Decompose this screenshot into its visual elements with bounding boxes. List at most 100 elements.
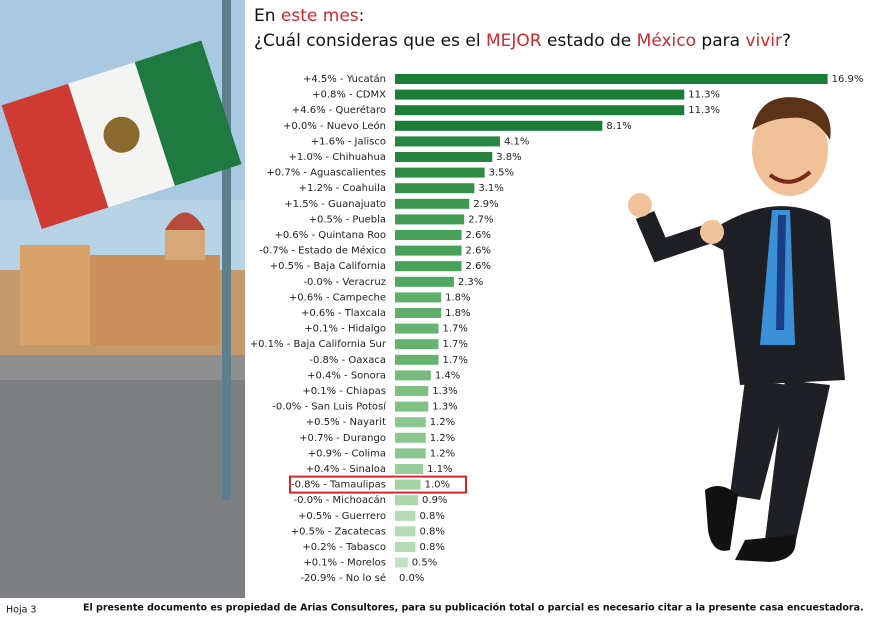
category-label: +0.4% - Sonora (307, 370, 386, 381)
category-label: +0.6% - Tlaxcala (301, 308, 386, 319)
bar (395, 245, 462, 256)
value-label: 2.7% (468, 214, 493, 225)
value-label: 0.0% (399, 573, 424, 584)
footer-note: El presente documento es propiedad de Ar… (83, 603, 864, 614)
title-text: ? (782, 31, 791, 51)
category-label: -20.9% - No lo sé (300, 572, 386, 584)
category-label: +0.1% - Baja California Sur (250, 339, 387, 350)
value-label: 0.5% (412, 558, 437, 569)
bar (395, 308, 442, 318)
category-label: +0.6% - Campeche (289, 292, 386, 303)
value-label: 1.0% (425, 480, 450, 491)
value-label: 2.6% (466, 230, 491, 241)
bar (395, 120, 603, 131)
title-highlight: México (637, 31, 696, 51)
category-label: +0.1% - Morelos (303, 558, 386, 569)
bar (395, 136, 500, 147)
category-label: +0.4% - Sinaloa (306, 464, 386, 475)
bar (395, 464, 424, 474)
bar (395, 276, 454, 287)
category-label: -0.7% - Estado de México (259, 245, 386, 257)
category-label: -0.8% - Oaxaca (309, 355, 386, 366)
chart-title: En este mes: ¿Cuál consideras que es el M… (254, 6, 791, 51)
bar (395, 261, 462, 272)
bar (395, 479, 421, 490)
value-label: 1.2% (430, 417, 455, 428)
value-label: 1.8% (445, 308, 470, 319)
value-label: 11.3% (688, 105, 720, 116)
bar (395, 542, 416, 552)
category-label: +0.2% - Tabasco (302, 542, 386, 553)
value-label: 1.7% (443, 324, 468, 335)
category-label: +0.7% - Durango (299, 433, 386, 444)
character-illustration (628, 97, 845, 562)
category-label: -0.0% - Veracruz (303, 277, 386, 288)
title-text: para (696, 31, 745, 51)
category-label: +0.7% - Aguascalientes (266, 168, 386, 179)
value-label: 2.6% (466, 261, 491, 272)
page-number: Hoja 3 (6, 605, 36, 616)
category-label: +0.5% - Guerrero (298, 511, 386, 522)
title-text: En (254, 6, 281, 26)
title-highlight: MEJOR (486, 31, 542, 51)
value-label: 1.7% (443, 339, 468, 350)
category-label: +0.5% - Baja California (270, 261, 386, 272)
category-label: +1.0% - Chihuahua (289, 152, 386, 163)
category-label: +0.1% - Hidalgo (304, 324, 386, 335)
bar (395, 526, 416, 537)
category-label: +1.2% - Coahuila (299, 183, 386, 194)
bar (395, 74, 828, 84)
value-label: 3.1% (478, 183, 503, 194)
bar-chart: +4.5% - Yucatán 16.9% +0.8% - CDMX 11.3% +4.… (250, 73, 864, 584)
bar (395, 370, 431, 381)
title-text: ¿Cuál consideras que es el (254, 31, 486, 51)
value-label: 0.8% (419, 526, 444, 537)
bar (395, 214, 465, 225)
value-label: 8.1% (606, 121, 631, 132)
category-label: +0.5% - Zacatecas (291, 526, 386, 537)
value-label: 1.2% (430, 433, 455, 444)
bar (395, 557, 408, 568)
value-label: 1.3% (432, 402, 457, 413)
value-label: 0.8% (419, 542, 444, 553)
value-label: 0.8% (419, 511, 444, 522)
category-label: +0.8% - CDMX (312, 90, 386, 101)
value-label: 1.8% (445, 292, 470, 303)
category-label: +0.1% - Chiapas (302, 386, 386, 397)
photo (0, 0, 245, 598)
value-label: 1.7% (443, 355, 468, 366)
bar (395, 339, 439, 350)
bar (395, 183, 475, 194)
category-label: +0.5% - Nayarit (306, 417, 386, 428)
category-label: +0.6% - Quintana Roo (274, 230, 386, 241)
bar (395, 323, 439, 334)
title-text: estado de (542, 31, 637, 51)
bar (395, 230, 462, 240)
highlight-box (289, 475, 467, 494)
value-label: 1.4% (435, 370, 460, 381)
value-label: 1.2% (430, 448, 455, 459)
bar (395, 198, 470, 209)
category-label: +4.6% - Querétaro (292, 104, 386, 116)
bar (395, 448, 426, 459)
bar (395, 401, 429, 412)
category-label: +1.6% - Jalisco (311, 136, 386, 147)
bar (395, 386, 429, 396)
bar (395, 167, 485, 178)
bar (395, 292, 442, 303)
bar (395, 152, 493, 162)
title-highlight: vivir (745, 31, 782, 51)
bar (395, 417, 426, 428)
bar (395, 510, 416, 521)
value-label: 1.1% (427, 464, 452, 475)
value-label: 2.3% (458, 277, 483, 288)
category-label: +1.5% - Guanajuato (284, 199, 386, 210)
value-label: 3.5% (489, 168, 514, 179)
value-label: 3.8% (496, 152, 521, 163)
category-label: +0.9% - Colima (308, 448, 386, 459)
value-label: 11.3% (688, 90, 720, 101)
category-label: -0.0% - Michoacán (294, 494, 386, 506)
value-label: 16.9% (832, 74, 864, 85)
category-label: +0.0% - Nuevo León (283, 120, 386, 132)
